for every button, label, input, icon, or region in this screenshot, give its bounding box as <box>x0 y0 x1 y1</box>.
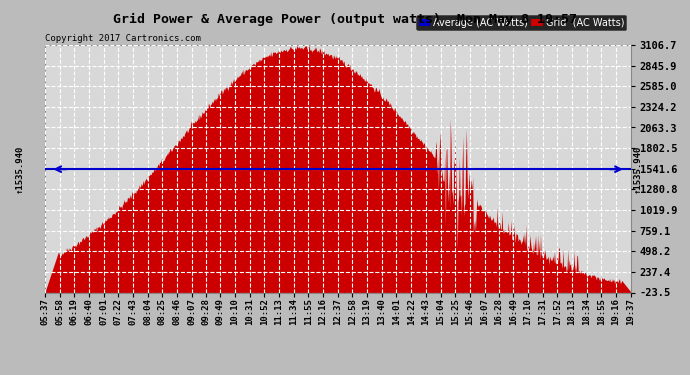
Legend: Average (AC Watts), Grid  (AC Watts): Average (AC Watts), Grid (AC Watts) <box>416 15 627 30</box>
Text: Copyright 2017 Cartronics.com: Copyright 2017 Cartronics.com <box>45 34 201 43</box>
Text: ↑1535.940: ↑1535.940 <box>632 145 642 194</box>
Text: ↑1535.940: ↑1535.940 <box>14 145 24 194</box>
Text: Grid Power & Average Power (output watts)  Mon May 8 19:57: Grid Power & Average Power (output watts… <box>113 13 577 26</box>
